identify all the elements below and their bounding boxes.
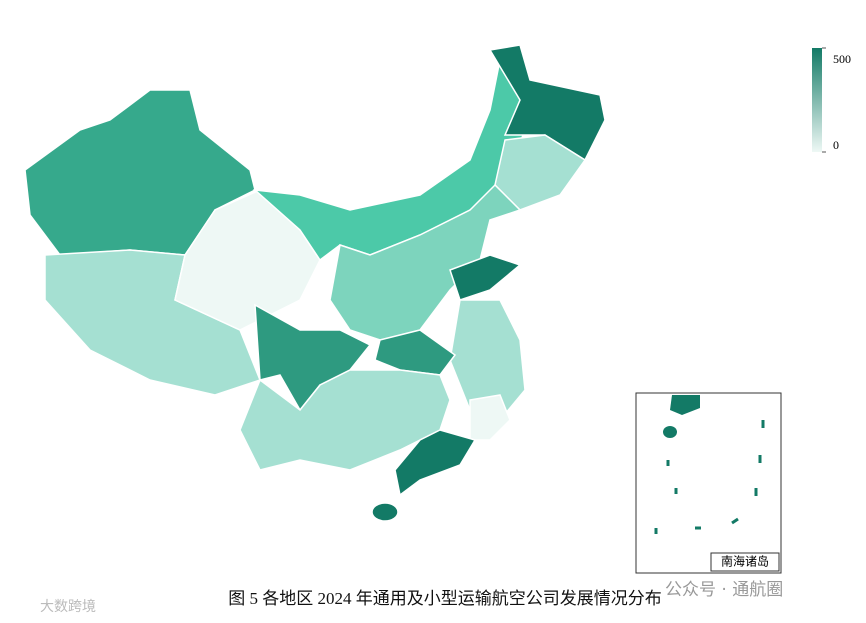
inset-label: 南海诸岛 <box>721 554 769 569</box>
region <box>469 394 511 441</box>
caption: 图 5 各地区 2024 年通用及小型运输航空公司发展情况分布 <box>228 589 662 608</box>
watermark: 大数跨境 <box>40 599 96 615</box>
china-map <box>24 44 606 522</box>
region <box>449 254 522 301</box>
inset-frame <box>635 392 782 574</box>
region <box>329 183 522 341</box>
region <box>670 395 700 415</box>
region <box>449 299 526 421</box>
region <box>239 369 451 471</box>
inset-label-box <box>710 552 780 572</box>
region <box>488 44 606 162</box>
region <box>663 426 677 438</box>
island-dash <box>654 420 765 534</box>
inset: 南海诸岛 <box>635 392 782 574</box>
region <box>394 429 477 497</box>
colorbar-label: 0 <box>833 138 839 152</box>
region <box>371 502 399 522</box>
colorbar <box>812 48 822 152</box>
watermark: 公众号 · 通航圈 <box>665 580 783 600</box>
region <box>174 189 321 331</box>
colorbar-label: 500 <box>833 52 851 66</box>
